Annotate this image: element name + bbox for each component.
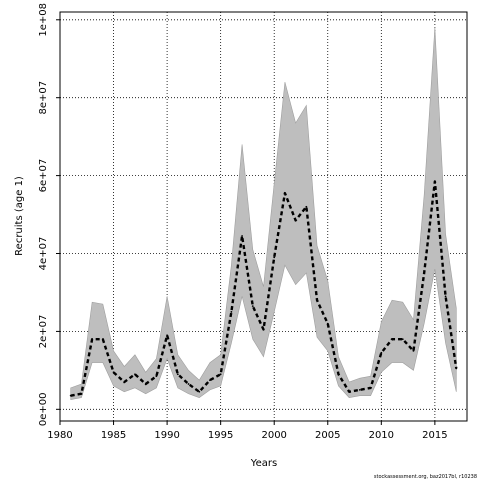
footnote: stockassessment.org, baz2017bl, r10238 [374,474,477,480]
data-point [134,373,136,376]
data-point [455,367,458,370]
data-point [262,328,265,331]
data-point [209,379,211,381]
x-tick-label: 2015 [422,430,447,441]
data-point [358,388,361,391]
confidence-band [70,27,457,400]
data-point [391,338,393,341]
data-point [380,351,383,354]
data-point [123,381,126,383]
data-point [80,392,83,395]
x-tick-label: 2010 [369,430,394,441]
data-point [273,256,276,259]
data-point [348,390,351,393]
data-point [91,338,94,341]
data-point [412,349,415,352]
y-tick-label: 0e+00 [38,393,49,427]
data-point [241,235,243,237]
data-point [176,373,179,376]
x-axis: 1980 1985 1990 1995 2000 2005 2010 2015 [47,421,448,441]
x-tick-label: 2000 [261,430,286,441]
data-point [251,305,254,307]
data-point [305,205,308,208]
y-tick-label: 4e+07 [38,237,49,271]
data-point [187,383,190,385]
data-point [423,272,426,274]
data-point [144,383,147,385]
data-point [401,338,404,341]
data-point [294,219,297,222]
data-point [337,373,340,376]
plot-border [59,11,468,422]
y-axis: 0e+00 2e+07 4e+07 6e+07 8e+07 1e+08 [38,3,60,426]
series-line-group [69,180,458,397]
data-point [433,180,436,183]
data-point [219,373,222,376]
data-point [284,192,286,195]
data-point [166,334,169,337]
data-point [326,322,329,325]
y-tick-label: 2e+07 [38,315,49,349]
y-tick-label: 1e+08 [38,3,49,37]
data-point [369,386,372,389]
data-point [112,371,115,374]
x-tick-label: 1980 [47,430,72,441]
x-tick-label: 1985 [101,430,126,441]
data-point [69,394,72,397]
data-point [198,390,201,393]
data-point [316,299,318,302]
x-tick-label: 1990 [154,430,179,441]
y-tick-label: 8e+07 [38,81,49,115]
data-point [230,311,233,313]
x-tick-label: 1995 [208,430,233,441]
data-point [155,375,158,378]
data-point [444,295,447,298]
x-axis-label: Years [250,458,277,469]
y-axis-label: Recruits (age 1) [14,176,25,256]
data-point [101,338,104,341]
x-tick-label: 2005 [315,430,340,441]
y-tick-label: 6e+07 [38,159,49,193]
